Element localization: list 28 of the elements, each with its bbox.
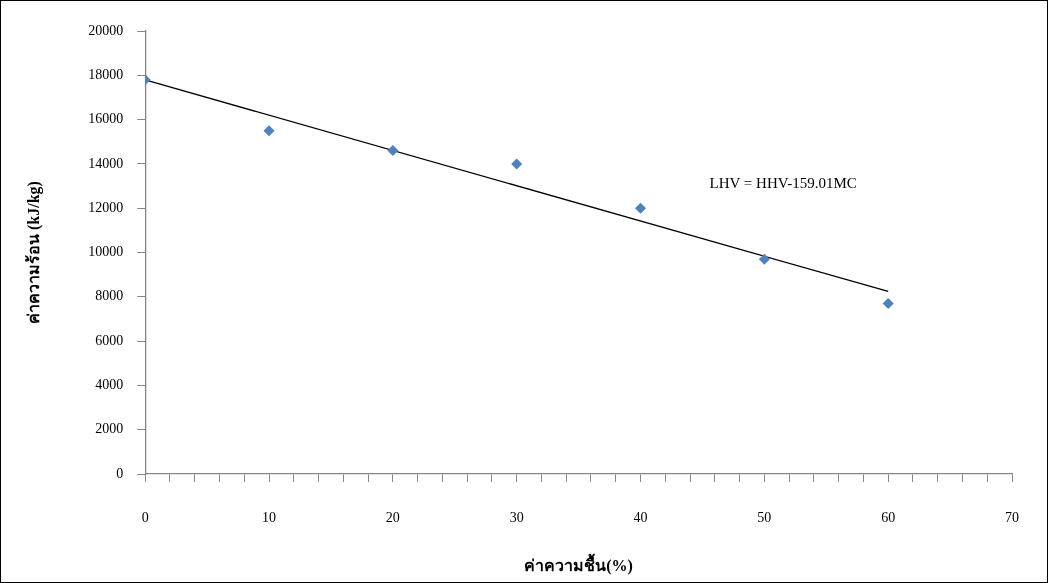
point (511, 158, 523, 170)
y-tick-label: 10000 (88, 244, 124, 260)
y-tick-label: 2000 (95, 421, 124, 437)
x-tick-label: 50 (757, 510, 772, 526)
x-tick-label: 40 (633, 510, 648, 526)
y-axis-title: ค่าความร้อน (kJ/kg) (24, 181, 43, 324)
y-tick-label: 6000 (95, 332, 124, 348)
point (387, 145, 399, 157)
point (263, 125, 275, 137)
x-tick-label: 0 (141, 510, 149, 526)
y-tick-label: 4000 (95, 377, 124, 393)
y-tick-label: 12000 (88, 199, 124, 215)
x-tick-label: 60 (881, 510, 896, 526)
x-tick-label: 30 (509, 510, 524, 526)
point (635, 202, 647, 214)
y-tick-label: 0 (116, 465, 124, 481)
y-tick-label: 18000 (88, 66, 124, 82)
point (882, 297, 894, 309)
annotation: LHV = HHV-159.01MC (709, 174, 857, 191)
x-tick-label: 70 (1005, 510, 1019, 526)
y-tick-label: 14000 (88, 155, 124, 171)
y-tick-label: 20000 (88, 22, 124, 38)
point (758, 253, 770, 265)
x-axis-title: ค่าความชื้น(%) (524, 552, 633, 575)
y-tick-label: 8000 (95, 288, 124, 304)
x-tick-label: 20 (385, 510, 400, 526)
y-tick-label: 16000 (88, 111, 124, 127)
x-tick-label: 10 (262, 510, 277, 526)
